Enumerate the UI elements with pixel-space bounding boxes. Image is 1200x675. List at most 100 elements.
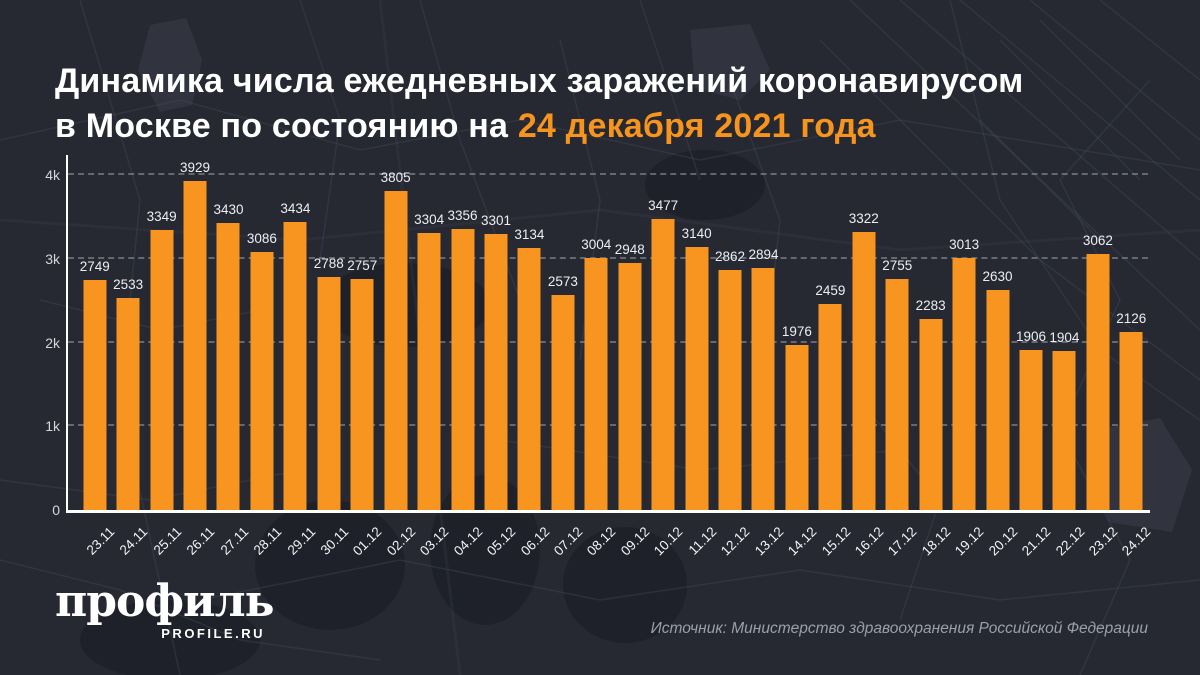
bar — [1119, 331, 1143, 510]
bar-group: 3356 04.12 — [446, 175, 486, 559]
bar-value-label: 3140 — [681, 226, 712, 242]
gridline-1k — [68, 424, 1148, 427]
bar — [785, 344, 809, 510]
bar — [484, 233, 508, 510]
bar — [651, 218, 675, 510]
bar — [250, 251, 274, 510]
bar-value-label: 2948 — [614, 242, 645, 258]
bar — [317, 276, 341, 510]
bar — [384, 191, 408, 510]
bar — [216, 222, 240, 510]
bar — [685, 247, 709, 510]
bar-value-label: 1906 — [1015, 329, 1046, 345]
bar-value-label: 2788 — [313, 255, 344, 271]
bar-value-label: 3477 — [648, 197, 679, 213]
bar-value-label: 3430 — [213, 201, 244, 217]
bar-value-label: 2283 — [915, 297, 946, 313]
y-tick-label: 1k — [45, 418, 60, 435]
bar-group: 3349 25.11 — [145, 175, 185, 558]
y-tick-label: 2k — [45, 334, 60, 351]
bar-value-label: 3304 — [414, 212, 445, 228]
bar — [818, 304, 842, 510]
bar-group: 1904 22.12 — [1048, 175, 1087, 559]
bar-group: 2788 30.11 — [312, 175, 352, 558]
bar-value-label: 1976 — [781, 323, 812, 339]
bar-group: 3304 03.12 — [412, 175, 452, 558]
bar-value-label: 3004 — [581, 237, 612, 253]
plot-area: 2749 23.11 2533 24.11 3349 25.11 3929 26.11 3430… — [78, 160, 1154, 559]
bar — [183, 180, 207, 510]
bar — [451, 228, 475, 510]
bar-value-label: 2573 — [547, 273, 578, 289]
bar-group: 3477 10.12 — [646, 175, 686, 559]
bar-group: 3004 08.12 — [580, 175, 619, 558]
bar-value-label: 2126 — [1116, 310, 1147, 326]
bar — [919, 318, 943, 510]
bar-group: 3086 28.11 — [245, 175, 285, 558]
bar — [1019, 350, 1043, 510]
bar-value-label: 2630 — [982, 268, 1013, 284]
bar — [952, 257, 976, 510]
bar-group: 3301 05.12 — [479, 175, 519, 559]
bar-value-label: 1904 — [1049, 329, 1080, 345]
bar-value-label: 3086 — [246, 230, 277, 246]
bar-group: 1906 21.12 — [1014, 175, 1054, 558]
logo-url: PROFILE.RU — [161, 626, 265, 641]
bar-value-label: 3929 — [180, 159, 211, 175]
bar — [1086, 253, 1110, 510]
bar-value-label: 2533 — [113, 276, 144, 292]
source-attribution: Источник: Министерство здравоохранения Р… — [650, 620, 1148, 637]
gridline-2k — [68, 340, 1148, 343]
bar-group: 2755 17.12 — [881, 175, 920, 558]
bar-group: 2948 09.12 — [613, 175, 653, 558]
bar — [751, 267, 775, 510]
bar-value-label: 2894 — [748, 246, 779, 262]
bar-group: 2749 23.11 — [78, 175, 118, 558]
bar — [718, 270, 742, 510]
bar-group: 1976 14.12 — [780, 175, 820, 559]
bar — [618, 263, 642, 510]
logo-wordmark: профиль — [55, 576, 275, 627]
bar-value-label: 2757 — [347, 258, 378, 274]
bar-group: 2573 07.12 — [546, 175, 586, 559]
bar-chart: 0 1k 2k 3k 4k 2749 23.11 2533 24.11 3349 25.11 392… — [45, 155, 1154, 559]
bar — [551, 294, 575, 510]
bar-group: 3929 26.11 — [178, 160, 218, 558]
bar-value-label: 2862 — [715, 249, 746, 265]
bar-value-label: 2755 — [882, 258, 913, 274]
bar — [83, 279, 107, 510]
page-title: Динамика числа ежедневных заражений коро… — [55, 59, 1023, 149]
bar-group: 3134 06.12 — [513, 175, 552, 559]
bar-group: 3013 19.12 — [947, 175, 987, 559]
bar-group: 3322 16.12 — [847, 175, 887, 559]
bar-value-label: 3322 — [848, 210, 879, 226]
bar — [517, 247, 541, 510]
bar-group: 2283 18.12 — [914, 175, 954, 559]
bar — [852, 231, 876, 510]
bar-group: 2459 15.12 — [814, 175, 853, 558]
bar-value-label: 3805 — [380, 170, 411, 186]
bar-group: 2533 24.11 — [111, 175, 151, 558]
bar-value-label: 2459 — [815, 283, 846, 299]
bar-group: 2757 01.12 — [346, 175, 385, 558]
bar — [417, 233, 441, 510]
bar-value-label: 3356 — [447, 207, 478, 223]
y-tick-label: 4k — [45, 167, 60, 183]
bar-value-label: 3349 — [146, 208, 177, 224]
bar-group: 2862 12.12 — [713, 175, 753, 558]
y-axis-line — [66, 155, 68, 513]
bar-group: 3805 02.12 — [379, 170, 419, 558]
gridline-3k — [68, 256, 1148, 259]
bar-value-label: 3301 — [480, 212, 511, 228]
bar-group: 2894 13.12 — [747, 175, 786, 559]
bar-value-label: 3434 — [280, 201, 311, 217]
bar — [986, 289, 1010, 510]
bar-value-label: 3062 — [1082, 232, 1113, 248]
y-tick-label: 3k — [45, 250, 60, 267]
bar — [283, 222, 307, 510]
bar-group: 3434 29.11 — [279, 175, 318, 557]
bar — [116, 297, 140, 510]
title-date-highlight: 24 декабря 2021 года — [517, 106, 876, 145]
title-line1: Динамика числа ежедневных заражений коро… — [55, 61, 1024, 100]
